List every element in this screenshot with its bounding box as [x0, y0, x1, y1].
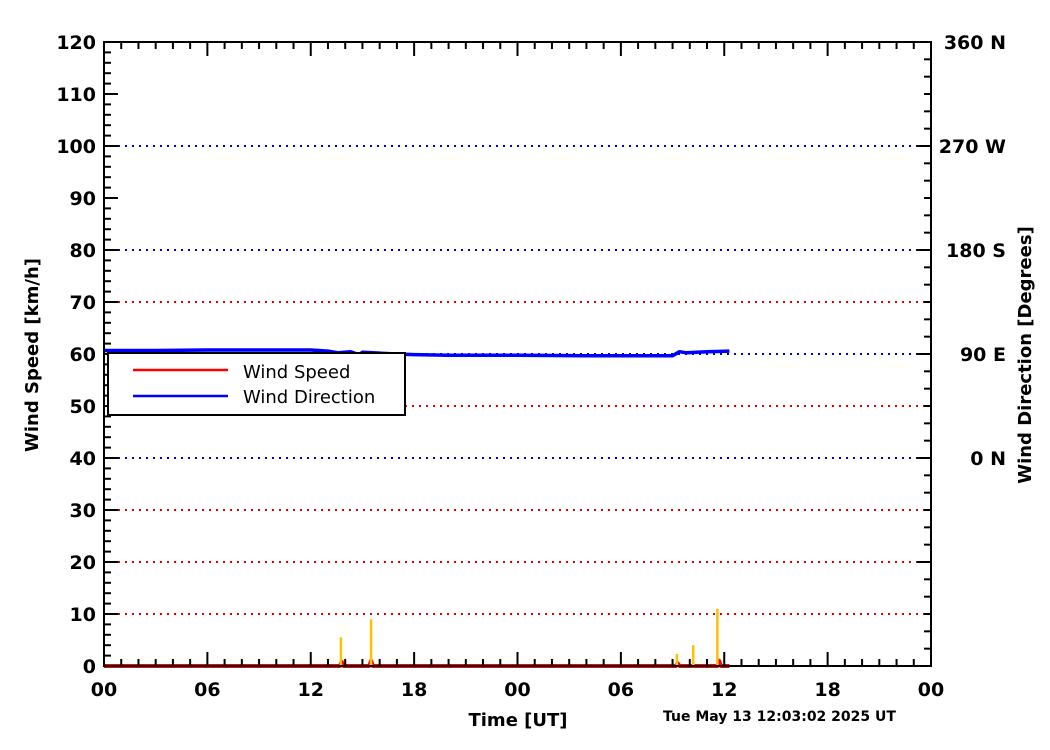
y-tick-label: 120 [56, 32, 96, 54]
timestamp: Tue May 13 12:03:02 2025 UT [663, 709, 896, 725]
x-tick-label: 00 [918, 679, 944, 701]
y-tick-label: 110 [56, 84, 96, 106]
x-tick-label: 18 [401, 679, 427, 701]
y2-tick-label: 0 N [970, 448, 1006, 470]
legend-label-wind-direction: Wind Direction [243, 387, 375, 408]
tick-labels: 00 06 12 18 00 06 12 18 000102030405060708090100… [56, 32, 1006, 701]
x-tick-label: 06 [608, 679, 634, 701]
x-tick-label: 00 [91, 679, 117, 701]
legend-label-wind-speed: Wind Speed [243, 362, 350, 383]
y-tick-label: 40 [70, 448, 96, 470]
y-tick-label: 10 [70, 604, 96, 626]
y2-tick-label: 90 E [960, 344, 1006, 366]
y-tick-label: 20 [70, 552, 96, 574]
legend-box [107, 352, 406, 416]
y2-tick-label: 360 N [944, 32, 1006, 54]
y2-tick-label: 270 W [939, 136, 1006, 158]
x-tick-label: 18 [814, 679, 840, 701]
y2-tick-label: 180 S [946, 240, 1006, 262]
y-tick-label: 80 [70, 240, 96, 262]
x-tick-label: 12 [711, 679, 737, 701]
x-tick-label: 12 [298, 679, 324, 701]
y-tick-label: 70 [70, 292, 96, 314]
x-tick-label: 06 [194, 679, 220, 701]
y-tick-label: 60 [70, 344, 96, 366]
legend: Wind Speed Wind Direction [107, 352, 406, 416]
x-axis-title: Time [UT] [468, 710, 567, 731]
grid-lines [104, 145, 931, 615]
y-tick-label: 0 [83, 656, 96, 678]
y2-axis-title: Wind Direction [Degrees] [1015, 226, 1036, 484]
y-tick-label: 50 [70, 396, 96, 418]
y-tick-label: 100 [56, 136, 96, 158]
y-tick-label: 30 [70, 500, 96, 522]
x-tick-label: 00 [504, 679, 530, 701]
y-tick-label: 90 [70, 188, 96, 210]
y-axis-title: Wind Speed [km/h] [22, 258, 43, 452]
